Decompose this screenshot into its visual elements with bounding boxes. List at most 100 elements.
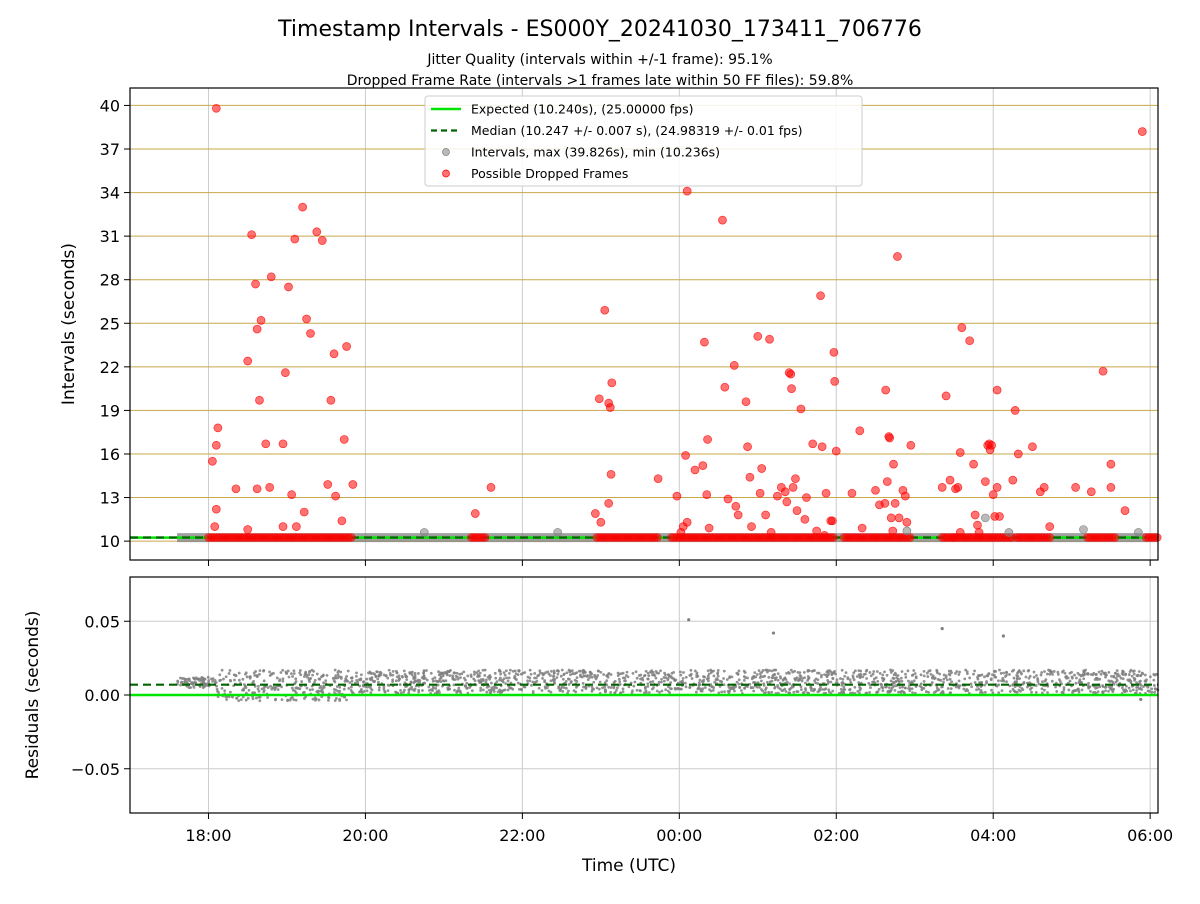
residual-point [859, 687, 862, 690]
residual-point [451, 677, 455, 681]
residual-point [913, 672, 917, 675]
residual-point [776, 678, 780, 682]
residual-point [883, 670, 886, 674]
residual-point [508, 686, 512, 690]
residual-point [346, 669, 350, 673]
residual-point [613, 691, 617, 694]
residual-point [901, 685, 905, 689]
dropped-frame-point [830, 377, 840, 386]
residual-point [1102, 671, 1106, 675]
residual-point [1141, 672, 1145, 676]
residual-point [740, 689, 743, 692]
dropped-frame-point [287, 490, 297, 499]
residual-point [271, 686, 275, 690]
dropped-frame-point [339, 435, 349, 444]
dropped-frame-point [326, 395, 336, 405]
residual-point [1056, 670, 1060, 674]
residual-point [997, 683, 1001, 687]
residual-point [458, 689, 462, 693]
dropped-frame-point [213, 423, 223, 433]
residual-point [541, 672, 544, 675]
residual-point [888, 690, 892, 694]
residual-point [445, 670, 449, 674]
dropped-frame-point [690, 465, 700, 475]
residual-point [339, 675, 343, 679]
residual-point [1121, 673, 1125, 676]
residual-point [644, 669, 648, 673]
residual-point [1013, 680, 1017, 684]
residual-point [466, 674, 470, 678]
residual-point [513, 677, 517, 680]
dropped-frame-marker [1045, 533, 1055, 542]
residual-point [972, 672, 975, 676]
residual-point [1019, 689, 1022, 693]
residual-point [350, 679, 354, 683]
residual-point [504, 682, 508, 686]
residual-point [1137, 670, 1141, 673]
dropped-frame-point [955, 528, 965, 537]
residual-point [456, 677, 460, 681]
residual-point [869, 674, 873, 678]
residual-point [735, 680, 739, 684]
residual-point [800, 679, 804, 683]
residual-point [431, 679, 435, 683]
residual-point [627, 685, 631, 689]
residual-point [945, 678, 949, 682]
dropped-frame-point [284, 282, 293, 292]
dropped-frame-point [973, 520, 982, 530]
residual-point [334, 674, 338, 678]
residual-point [484, 680, 488, 684]
residual-point [579, 669, 583, 673]
residual-point [652, 673, 656, 676]
residual-point [348, 681, 352, 685]
dropped-frame-point [981, 477, 990, 486]
residual-point [439, 680, 443, 684]
residual-point [684, 685, 688, 689]
residual-point [397, 679, 401, 682]
residual-point [1039, 673, 1043, 677]
residual-point [908, 687, 912, 691]
residual-point [1104, 689, 1107, 693]
residual-point [433, 676, 437, 679]
dropped-frame-point [733, 510, 743, 520]
residual-point [314, 697, 318, 701]
y-tick-label: 34 [100, 184, 120, 203]
residual-point [477, 674, 481, 678]
residual-point [241, 695, 245, 699]
residual-point [1054, 685, 1057, 689]
residual-point [1020, 672, 1023, 676]
residual-point [935, 668, 939, 672]
residual-point [1103, 685, 1107, 689]
residual-point [269, 684, 272, 688]
residual-point [458, 672, 462, 676]
residual-point [768, 669, 771, 672]
residual-point [299, 673, 303, 677]
residual-point [478, 671, 482, 675]
residual-point [955, 670, 959, 673]
residual-point [976, 675, 979, 679]
residual-point [410, 670, 414, 674]
residual-point [224, 675, 228, 679]
residual-point [762, 683, 766, 687]
residual-point [279, 671, 283, 674]
residual-point [859, 669, 863, 673]
residual-point [1131, 669, 1135, 673]
residual-point [706, 669, 710, 673]
residual-point [1153, 690, 1157, 694]
residual-point [644, 685, 647, 689]
residual-point [359, 673, 363, 677]
residual-point [827, 690, 831, 694]
dropped-frame-point [252, 484, 262, 494]
residual-point [1070, 670, 1074, 674]
residual-point [695, 675, 699, 679]
residual-point [219, 678, 223, 682]
residual-point [1146, 689, 1150, 693]
residual-point [990, 688, 993, 692]
residual-point [422, 669, 426, 672]
residual-point [1011, 683, 1015, 686]
residual-point [580, 689, 584, 692]
dropped-frame-point [817, 442, 827, 452]
dropped-frame-point [600, 305, 610, 315]
residual-point [949, 687, 953, 691]
